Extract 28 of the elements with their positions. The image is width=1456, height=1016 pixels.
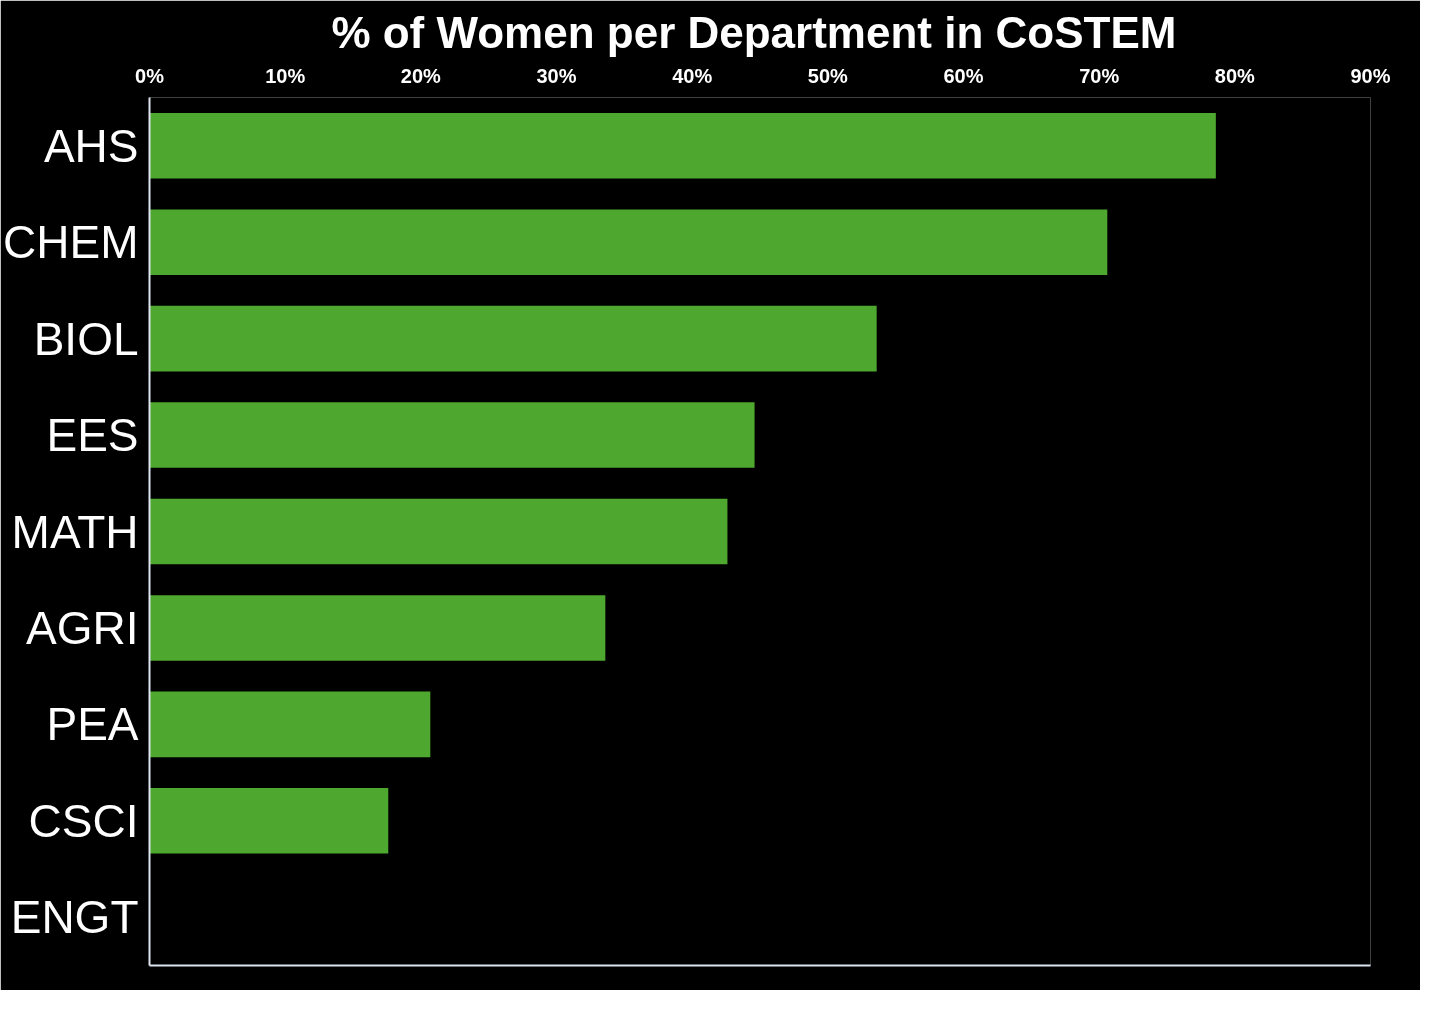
- bar: [149, 498, 728, 565]
- bar: [149, 305, 877, 372]
- x-tick-label: 20%: [400, 64, 442, 87]
- bar: [149, 209, 1108, 275]
- x-tick-label: 80%: [1214, 64, 1256, 87]
- y-tick-label: CHEM: [3, 216, 139, 269]
- chart-title: % of Women per Department in CoSTEM: [331, 7, 1177, 57]
- y-tick-label: AGRI: [26, 601, 139, 654]
- x-tick-label: 60%: [943, 64, 984, 87]
- x-tick-label: 90%: [1350, 64, 1391, 87]
- bar: [149, 112, 1216, 179]
- x-tick-label: 40%: [672, 64, 713, 87]
- y-tick-label: PEA: [46, 698, 139, 751]
- bar: [149, 788, 389, 854]
- y-tick-label: BIOL: [33, 312, 139, 365]
- bar: [149, 691, 431, 758]
- y-tick-label: CSCI: [28, 794, 139, 847]
- x-tick-label: 70%: [1079, 64, 1120, 87]
- x-tick-label: 10%: [265, 64, 306, 87]
- bar: [149, 402, 755, 468]
- x-tick-label: 50%: [807, 64, 849, 87]
- bar: [149, 595, 606, 661]
- y-tick-label: AHS: [43, 119, 139, 172]
- y-tick-label: MATH: [11, 505, 139, 558]
- y-tick-label: ENGT: [10, 891, 139, 944]
- y-tick-label: EES: [46, 409, 139, 462]
- x-tick-label: 30%: [536, 64, 577, 87]
- x-tick-label: 0%: [135, 64, 165, 87]
